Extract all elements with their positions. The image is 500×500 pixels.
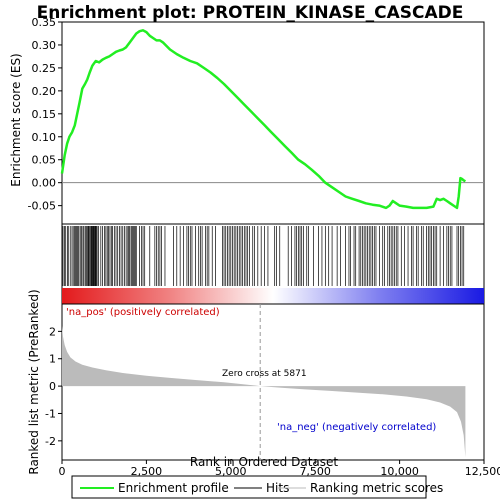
- metric-x-tick-label: 7,500: [299, 465, 331, 478]
- legend-enrichment-label: Enrichment profile: [118, 481, 229, 495]
- metric-x-tick-label: 0: [59, 465, 66, 478]
- metric-y-tick-label: -2: [45, 435, 56, 448]
- legend-metric-label: Ranking metric scores: [310, 481, 443, 495]
- metric-y-tick-label: 1: [49, 353, 56, 366]
- ranking-metric-area: [62, 325, 466, 458]
- metric-y-tick-label: 2: [49, 325, 56, 338]
- metric-y-axis-label: Ranked list metric (PreRanked): [27, 289, 41, 474]
- es-y-tick-label: 0.30: [32, 39, 57, 52]
- es-y-tick-label: 0.25: [32, 62, 57, 75]
- legend: Enrichment profile Hits Ranking metric s…: [71, 475, 443, 499]
- es-y-axis-label: Enrichment score (ES): [9, 53, 23, 186]
- metric-y-tick-label: 0: [49, 380, 56, 393]
- legend-hits-label: Hits: [266, 481, 289, 495]
- es-y-tick-label: 0.10: [32, 131, 57, 144]
- es-y-tick-label: -0.05: [28, 200, 56, 213]
- metric-x-tick-label: 10,000: [380, 465, 419, 478]
- metric-x-tick-label: 2,500: [131, 465, 163, 478]
- chart-title: Enrichment plot: PROTEIN_KINASE_CASCADE: [37, 3, 464, 23]
- zero-cross-label: Zero cross at 5871: [222, 369, 307, 379]
- pos-correlated-label: 'na_pos' (positively correlated): [66, 307, 220, 318]
- ranked-metric-panel: -2 -1 0 1 2 0 2,500 5,000 7,500 10,000 12,500 'na…: [27, 289, 500, 478]
- es-y-tick-label: 0.35: [32, 16, 57, 29]
- enrichment-profile-line: [60, 29, 466, 210]
- es-y-tick-label: 0.05: [32, 154, 57, 167]
- neg-correlated-label: 'na_neg' (negatively correlated): [277, 422, 436, 433]
- es-y-tick-label: 0.15: [32, 108, 57, 121]
- metric-x-axis-label: Rank in Ordered Dataset: [190, 455, 338, 469]
- rank-colorbar: [62, 288, 484, 304]
- enrichment-score-panel: -0.05 0.00 0.05 0.10 0.15 0.20 0.25 0.30 0.35 En…: [9, 16, 485, 225]
- metric-x-tick-label: 12,500: [465, 465, 500, 478]
- hits-panel: [61, 223, 485, 305]
- es-y-tick-label: 0.00: [32, 177, 57, 190]
- legend-box: [71, 475, 427, 499]
- es-plot-frame: [61, 21, 485, 225]
- es-y-tick-label: 0.20: [32, 85, 57, 98]
- metric-x-tick-label: 5,000: [215, 465, 247, 478]
- metric-y-tick-label: -1: [45, 407, 56, 420]
